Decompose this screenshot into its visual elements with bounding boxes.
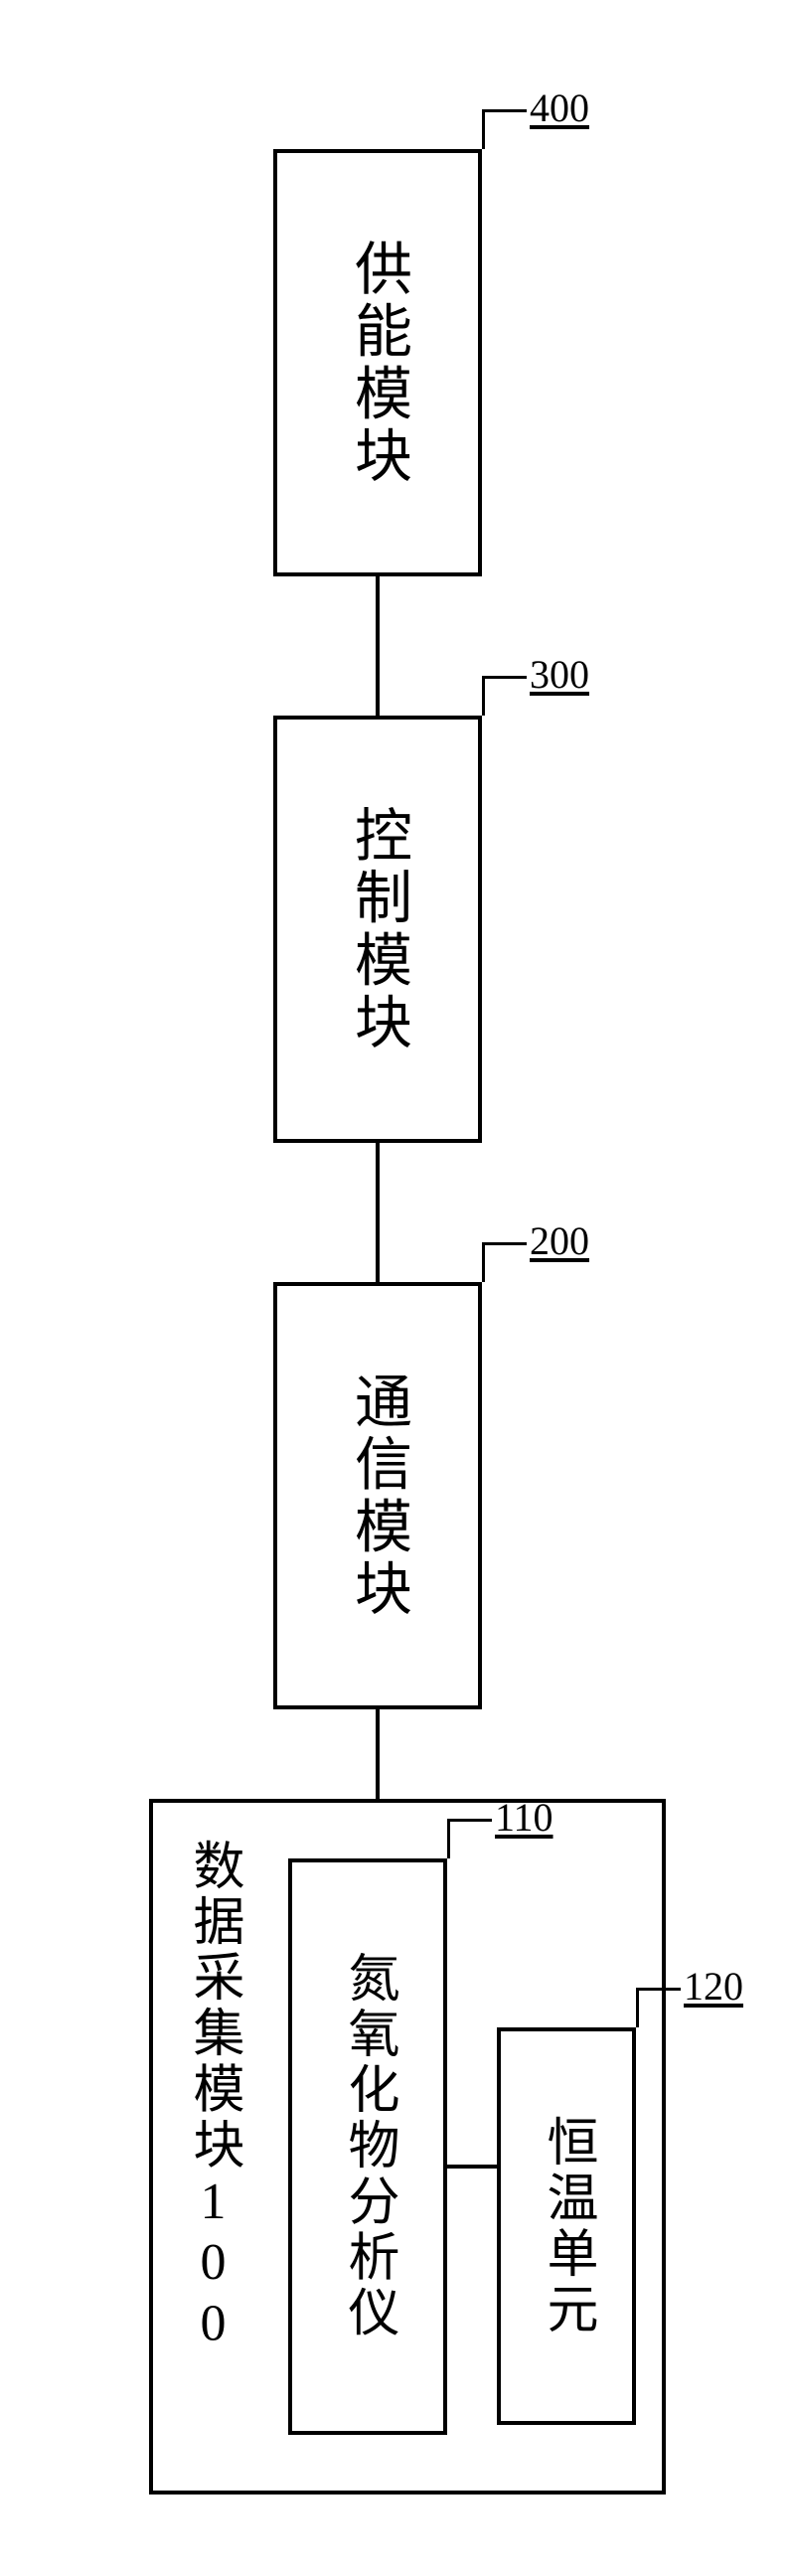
- node-300-label: 控制模块: [349, 805, 406, 1054]
- node-400-label: 供能模块: [349, 239, 406, 488]
- diagram-canvas: 数据采集模块100 氮氧化物分析仪 110 恒温单元 120 通信模块 200 …: [0, 0, 790, 2576]
- node-200: 通信模块: [273, 1282, 482, 1709]
- node-200-label: 通信模块: [349, 1371, 406, 1621]
- callout-110-text: 110: [495, 1794, 553, 1841]
- callout-110-v: [447, 1819, 450, 1858]
- node-110: 氮氧化物分析仪: [288, 1858, 447, 2435]
- callout-200-v: [482, 1242, 485, 1282]
- callout-300-v: [482, 676, 485, 716]
- callout-300-text: 300: [530, 651, 589, 698]
- callout-110-h: [447, 1819, 492, 1822]
- callout-200-h: [482, 1242, 527, 1245]
- callout-120-h: [636, 1988, 681, 1991]
- node-110-label: 氮氧化物分析仪: [342, 1951, 394, 2341]
- callout-120-text: 120: [684, 1963, 743, 2010]
- node-120: 恒温单元: [497, 2027, 636, 2425]
- edge-300-400: [376, 576, 380, 716]
- callout-400-h: [482, 109, 527, 112]
- edge-200-300: [376, 1143, 380, 1282]
- edge-110-120: [447, 2165, 497, 2169]
- node-group-100-label: 数据采集模块100: [187, 1839, 238, 2455]
- callout-300-h: [482, 676, 527, 679]
- node-300: 控制模块: [273, 716, 482, 1143]
- edge-100-200: [376, 1709, 380, 1799]
- callout-400-text: 400: [530, 84, 589, 131]
- callout-400-v: [482, 109, 485, 149]
- node-120-label: 恒温单元: [541, 2115, 592, 2338]
- callout-200-text: 200: [530, 1217, 589, 1264]
- callout-120-v: [636, 1988, 639, 2027]
- node-400: 供能模块: [273, 149, 482, 576]
